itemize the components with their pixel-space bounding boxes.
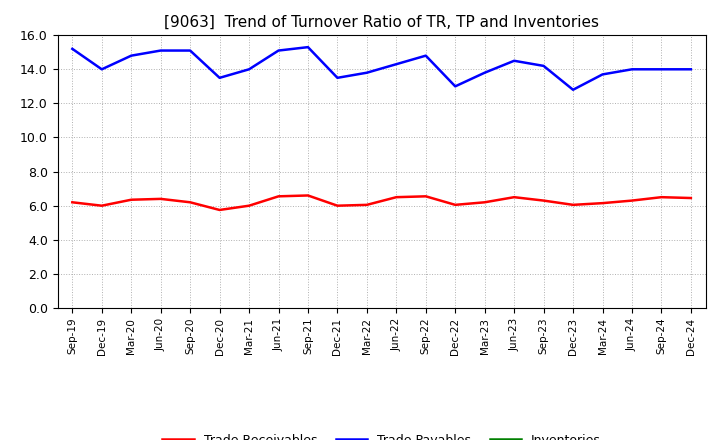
Trade Receivables bbox=[97, 203, 106, 209]
Trade Payables bbox=[68, 46, 76, 51]
Trade Payables bbox=[598, 72, 607, 77]
Trade Receivables bbox=[274, 194, 283, 199]
Trade Receivables bbox=[392, 194, 400, 200]
Trade Receivables bbox=[628, 198, 636, 203]
Trade Payables bbox=[304, 44, 312, 50]
Trade Payables bbox=[363, 70, 372, 75]
Trade Receivables bbox=[480, 200, 489, 205]
Trade Payables bbox=[451, 84, 459, 89]
Trade Receivables bbox=[156, 196, 165, 202]
Trade Receivables bbox=[510, 194, 518, 200]
Trade Receivables bbox=[304, 193, 312, 198]
Trade Receivables bbox=[569, 202, 577, 208]
Trade Payables bbox=[274, 48, 283, 53]
Line: Trade Payables: Trade Payables bbox=[72, 47, 691, 90]
Trade Payables bbox=[186, 48, 194, 53]
Trade Payables bbox=[480, 70, 489, 75]
Trade Payables bbox=[539, 63, 548, 69]
Trade Receivables bbox=[215, 207, 224, 213]
Trade Receivables bbox=[657, 194, 666, 200]
Trade Payables bbox=[510, 58, 518, 63]
Trade Payables bbox=[392, 62, 400, 67]
Trade Payables bbox=[687, 66, 696, 72]
Line: Trade Receivables: Trade Receivables bbox=[72, 195, 691, 210]
Trade Payables bbox=[657, 66, 666, 72]
Trade Receivables bbox=[539, 198, 548, 203]
Trade Receivables bbox=[451, 202, 459, 208]
Trade Receivables bbox=[363, 202, 372, 208]
Trade Receivables bbox=[186, 200, 194, 205]
Trade Receivables bbox=[245, 203, 253, 209]
Trade Payables bbox=[245, 66, 253, 72]
Trade Receivables bbox=[68, 200, 76, 205]
Trade Receivables bbox=[127, 197, 135, 202]
Legend: Trade Receivables, Trade Payables, Inventories: Trade Receivables, Trade Payables, Inven… bbox=[157, 429, 606, 440]
Title: [9063]  Trend of Turnover Ratio of TR, TP and Inventories: [9063] Trend of Turnover Ratio of TR, TP… bbox=[164, 15, 599, 30]
Trade Receivables bbox=[598, 201, 607, 206]
Trade Payables bbox=[421, 53, 430, 58]
Trade Payables bbox=[156, 48, 165, 53]
Trade Payables bbox=[569, 87, 577, 92]
Trade Payables bbox=[628, 66, 636, 72]
Trade Payables bbox=[215, 75, 224, 81]
Trade Receivables bbox=[333, 203, 342, 209]
Trade Payables bbox=[97, 66, 106, 72]
Trade Payables bbox=[333, 75, 342, 81]
Trade Payables bbox=[127, 53, 135, 58]
Trade Receivables bbox=[421, 194, 430, 199]
Trade Receivables bbox=[687, 195, 696, 201]
